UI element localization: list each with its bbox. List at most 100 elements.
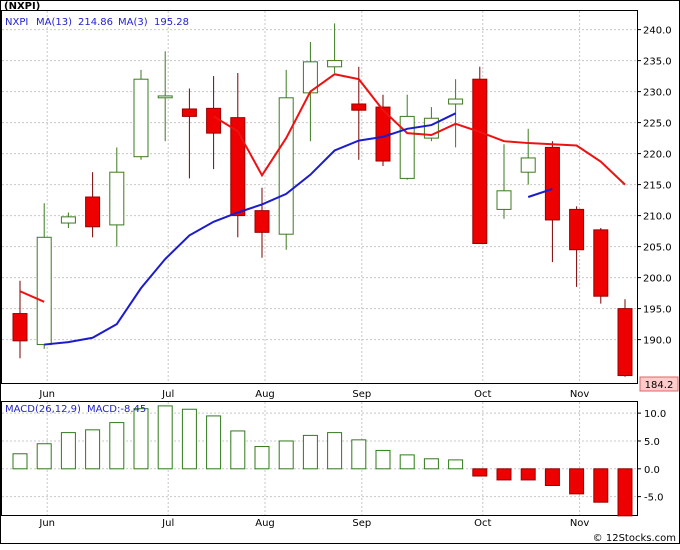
macd-x-tick-label: Jun: [38, 518, 55, 529]
candle-body: [12, 313, 28, 342]
macd-bar-positive: [157, 405, 173, 470]
watermark: © 12Stocks.com: [593, 533, 676, 544]
down-candle: [206, 76, 222, 170]
down-candle: [181, 88, 197, 179]
candle-body: [36, 236, 52, 346]
macd-bar-positive: [12, 453, 28, 470]
legend-ma3-value: 195.28: [154, 17, 189, 28]
ma3-line: [19, 290, 45, 303]
price-x-tick-label: Jun: [38, 389, 55, 400]
candle-body: [278, 97, 294, 235]
legend-ma3-label: MA(3): [118, 17, 148, 28]
price-y-tick-label: 200.0: [643, 274, 672, 285]
candle-body: [520, 157, 536, 173]
down-candle: [230, 73, 246, 238]
macd-bar-negative: [617, 468, 633, 517]
macd-y-tick-label: -5.0: [644, 493, 664, 504]
macd-y-tick-label: 5.0: [644, 437, 660, 448]
price-x-tick-label: Nov: [570, 389, 590, 400]
up-candle: [60, 212, 76, 228]
ma3-line: [213, 73, 626, 186]
macd-histogram: [12, 405, 633, 517]
candle-body: [327, 60, 343, 68]
price-y-tick-label: 190.0: [643, 336, 672, 347]
candle-body: [109, 171, 125, 226]
macd-x-tick-label: Jul: [161, 518, 174, 529]
moving-average-lines: [19, 73, 626, 346]
up-candle: [496, 144, 512, 219]
candle-body: [544, 146, 560, 221]
macd-bar-positive: [375, 449, 391, 470]
last-price-tag: [639, 376, 679, 392]
macd-bar-positive: [351, 439, 367, 470]
up-candle: [157, 51, 173, 142]
price-x-tick-label: Oct: [474, 389, 491, 400]
price-y-tick-label: 215.0: [643, 181, 672, 192]
macd-x-tick-label: Aug: [255, 518, 275, 529]
macd-bar-positive: [85, 429, 101, 470]
price-y-tick-label: 195.0: [643, 305, 672, 316]
down-candle: [593, 228, 609, 304]
candle-body: [448, 98, 464, 105]
price-y-tick-label: 240.0: [643, 26, 672, 37]
candle-body: [181, 108, 197, 117]
macd-bar-positive: [36, 443, 52, 470]
macd-bar-positive: [109, 422, 125, 470]
down-candle: [569, 206, 585, 287]
price-x-tick-label: Sep: [352, 389, 371, 400]
macd-bar-positive: [399, 454, 415, 470]
candle-body: [472, 78, 488, 244]
up-candle: [109, 147, 125, 247]
legend-ma13-label: MA(13): [36, 17, 72, 28]
up-candle: [133, 69, 149, 160]
macd-bar-negative: [569, 468, 585, 495]
price-x-tick-label: Aug: [255, 389, 275, 400]
down-candle: [617, 299, 633, 377]
down-candle: [472, 66, 488, 244]
macd-x-tick-label: Oct: [474, 518, 491, 529]
candle-body: [593, 229, 609, 297]
macd-bar-positive: [181, 408, 197, 470]
macd-bar-positive: [302, 434, 318, 470]
macd-x-tick-label: Nov: [570, 518, 590, 529]
up-candle: [399, 94, 415, 180]
down-candle: [375, 94, 391, 166]
macd-bar-positive: [278, 440, 294, 470]
price-y-tick-label: 205.0: [643, 243, 672, 254]
down-candle: [254, 187, 270, 258]
up-candle: [520, 128, 536, 185]
legend-symbol: NXPI: [5, 17, 28, 28]
down-candle: [85, 172, 101, 238]
macd-y-tick-label: 10.0: [644, 409, 666, 420]
candle-body: [351, 103, 367, 111]
legend-macd-value: MACD:-8.45: [87, 404, 146, 415]
macd-bar-positive: [60, 432, 76, 470]
candle-body: [60, 216, 76, 224]
macd-bar-positive: [423, 458, 439, 470]
candle-body: [206, 107, 222, 134]
last-price-label: 184.2: [645, 380, 674, 391]
macd-bar-positive: [206, 415, 222, 470]
down-candle: [12, 280, 28, 359]
macd-bar-positive: [448, 459, 464, 470]
ma13-line: [44, 112, 457, 346]
up-candle: [327, 23, 343, 73]
price-grid: [2, 11, 637, 383]
down-candle: [351, 66, 367, 160]
candle-body: [157, 95, 173, 99]
legend-macd-label: MACD(26,12,9): [5, 404, 81, 415]
price-y-tick-label: 230.0: [643, 88, 672, 99]
ma13-line: [527, 187, 553, 198]
macd-bar-negative: [496, 468, 512, 481]
candle-body: [85, 196, 101, 228]
macd-bar-positive: [133, 408, 149, 470]
candle-body: [617, 308, 633, 377]
macd-bar-positive: [327, 432, 343, 470]
macd-x-tick-label: Sep: [352, 518, 371, 529]
up-candle: [36, 203, 52, 349]
candle-body: [496, 190, 512, 210]
macd-y-axis: -5.0 0.0 5.0 10.0: [637, 409, 666, 504]
candle-body: [133, 78, 149, 158]
